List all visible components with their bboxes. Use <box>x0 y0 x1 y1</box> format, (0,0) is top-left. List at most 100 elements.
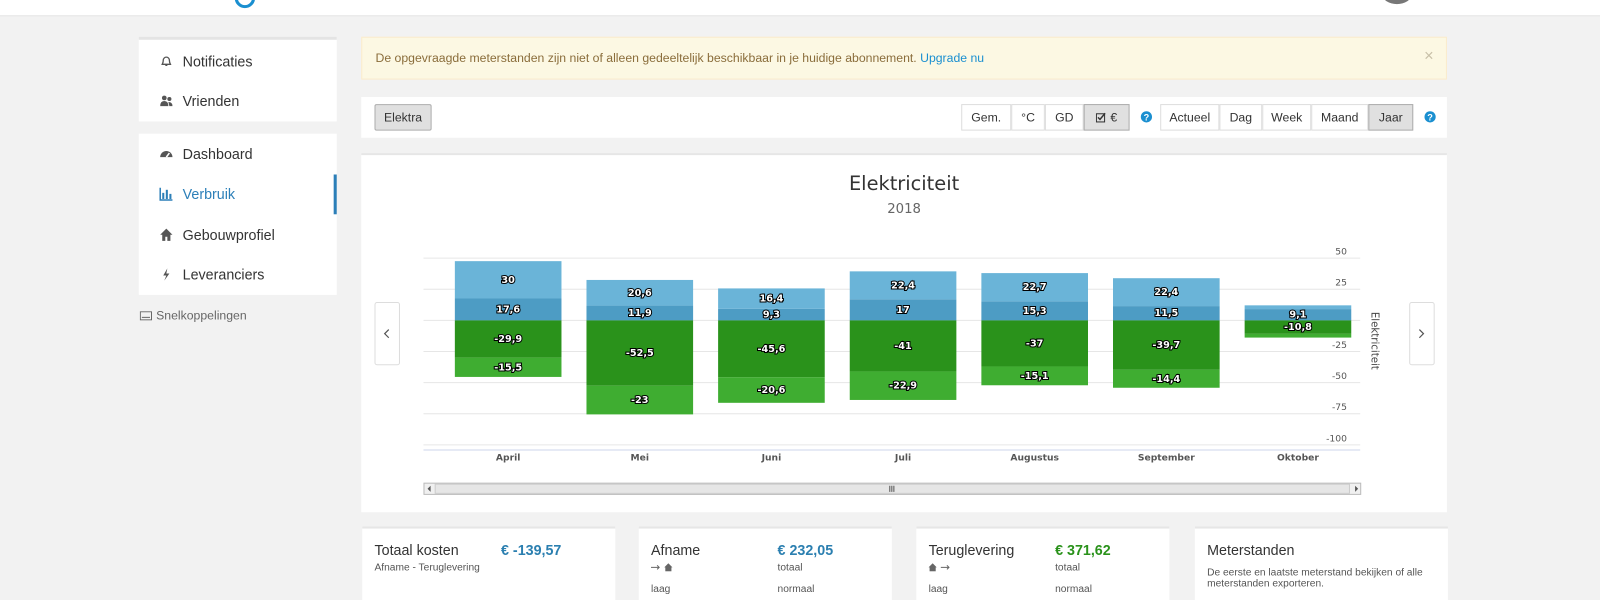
bolt-icon <box>163 268 170 281</box>
help-icon[interactable]: ? <box>1140 111 1153 123</box>
data-label: 17,6 <box>496 304 520 315</box>
card-label: totaal <box>1055 562 1081 574</box>
data-label: -15,5 <box>494 362 522 373</box>
card-label: normaal <box>1055 583 1092 595</box>
y-tick-label: -100 <box>1326 433 1347 444</box>
data-label: 22,4 <box>1154 287 1178 298</box>
scrollbar[interactable] <box>423 482 1362 495</box>
next-button[interactable] <box>400 153 1435 366</box>
nav-item[interactable]: Leveranciers <box>159 266 265 283</box>
active-indicator <box>333 174 337 215</box>
upgrade-link[interactable]: Upgrade nu <box>920 51 985 66</box>
energy-button[interactable]: Elektra <box>374 104 432 131</box>
prev-button[interactable] <box>374 302 400 366</box>
bar-segment <box>981 366 1088 386</box>
nav-label: Leveranciers <box>182 266 265 283</box>
nav-label: Gebouwprofiel <box>182 226 275 243</box>
shortcuts[interactable]: Snelkoppelingen <box>139 308 247 323</box>
data-label: 15,3 <box>1023 306 1047 317</box>
x-tick-label: Juli <box>894 453 911 464</box>
bar-segment <box>586 385 694 415</box>
nav-label: Vrienden <box>182 92 240 110</box>
data-label: -29,9 <box>494 334 522 345</box>
bar-segment <box>1113 306 1220 321</box>
y-tick-label: -50 <box>1332 371 1347 382</box>
data-label: -14,4 <box>1152 374 1180 385</box>
chart-panel: Elektriciteit 2018 Elektriciteit -100 -75… <box>361 153 1447 513</box>
bar-segment <box>849 299 957 321</box>
option-button[interactable]: °C <box>1011 104 1045 131</box>
option-label: € <box>1110 110 1118 125</box>
bar-segment <box>454 298 562 321</box>
option-button[interactable]: Gem. <box>961 104 1012 131</box>
period-button[interactable]: Jaar <box>1368 104 1414 131</box>
data-label: -15,1 <box>1021 371 1049 382</box>
nav-item-active[interactable]: Verbruik <box>159 186 235 202</box>
bar-segment <box>586 305 694 321</box>
x-tick-label: April <box>496 453 520 464</box>
card-title: Afname <box>651 541 701 559</box>
y-tick-label: -25 <box>1332 340 1347 351</box>
card-note: Afname - Teruglevering <box>374 562 480 574</box>
flow-icon <box>651 563 673 572</box>
data-label: -23 <box>631 395 649 406</box>
card-amount: € 371,62 <box>1055 541 1111 559</box>
period-button[interactable]: Actueel <box>1160 104 1220 131</box>
data-label: 22,4 <box>891 280 915 291</box>
nav-label: Verbruik <box>182 185 236 203</box>
card-amount: € 232,05 <box>777 541 834 559</box>
alert: De opgevraagde meterstanden zijn niet of… <box>361 36 1447 80</box>
data-label: -41 <box>894 341 912 352</box>
help-icon[interactable]: ? <box>1424 111 1436 123</box>
nav-label: Notificaties <box>182 53 253 70</box>
avatar[interactable] <box>1382 0 1412 5</box>
card-label: laag <box>928 583 948 595</box>
nav-item[interactable]: Gebouwprofiel <box>159 227 275 243</box>
bar-segment <box>1244 309 1352 321</box>
period-button[interactable]: Week <box>1262 104 1312 131</box>
data-label: -22,9 <box>889 381 917 392</box>
bar-segment <box>454 357 562 377</box>
option-button[interactable]: € <box>1083 104 1130 131</box>
nav-item[interactable]: Notificaties <box>159 53 253 70</box>
card-title: Teruglevering <box>928 541 1015 559</box>
option-button[interactable]: GD <box>1044 104 1084 131</box>
period-button[interactable]: Maand <box>1311 104 1369 131</box>
bar-segment <box>1244 320 1352 334</box>
data-label: 16,4 <box>759 294 783 305</box>
chart-icon <box>159 187 173 201</box>
bar-segment <box>1113 369 1220 388</box>
sidebar-top: Notificaties Vrienden <box>138 36 337 122</box>
card-title: Totaal kosten <box>374 541 459 559</box>
data-label: -39,7 <box>1152 340 1180 351</box>
nav-item[interactable]: Vrienden <box>159 93 239 109</box>
bar-segment <box>1244 305 1352 310</box>
data-label: 11,5 <box>1154 308 1178 319</box>
data-label: 17 <box>896 305 909 316</box>
data-label: -20,6 <box>757 385 785 396</box>
shortcuts-label: Snelkoppelingen <box>156 308 247 323</box>
y-tick-label: -75 <box>1332 402 1347 413</box>
data-label: 22,7 <box>1023 282 1047 293</box>
nav-item[interactable]: Dashboard <box>159 146 253 162</box>
summary-card: Totaal kosten € -139,57 Afname - Terugle… <box>362 526 616 600</box>
data-label: 9,3 <box>763 310 780 321</box>
sidebar-main: Dashboard Verbruik Gebouwprofiel Leveran… <box>138 133 337 295</box>
data-label: 20,6 <box>628 288 652 299</box>
summary-card: Afname € 232,05 totaal laag normaal <box>638 526 892 600</box>
logo[interactable] <box>234 0 256 9</box>
period-button[interactable]: Dag <box>1219 104 1263 131</box>
alert-text: De opgevraagde meterstanden zijn niet of… <box>375 51 917 66</box>
card-label: normaal <box>777 583 815 595</box>
summary-card: Meterstanden De eerste en laatste meters… <box>1194 526 1448 600</box>
y-axis-label: Elektriciteit <box>1368 312 1379 370</box>
x-tick-label: Juni <box>761 453 782 464</box>
chart-title: Elektriciteit <box>849 172 960 195</box>
data-label: 11,9 <box>628 308 652 319</box>
alert-close[interactable]: × <box>1424 47 1434 66</box>
bell-icon <box>161 56 172 66</box>
bar-segment <box>981 320 1088 367</box>
bar-segment <box>1113 320 1220 370</box>
flow-icon <box>928 563 950 572</box>
